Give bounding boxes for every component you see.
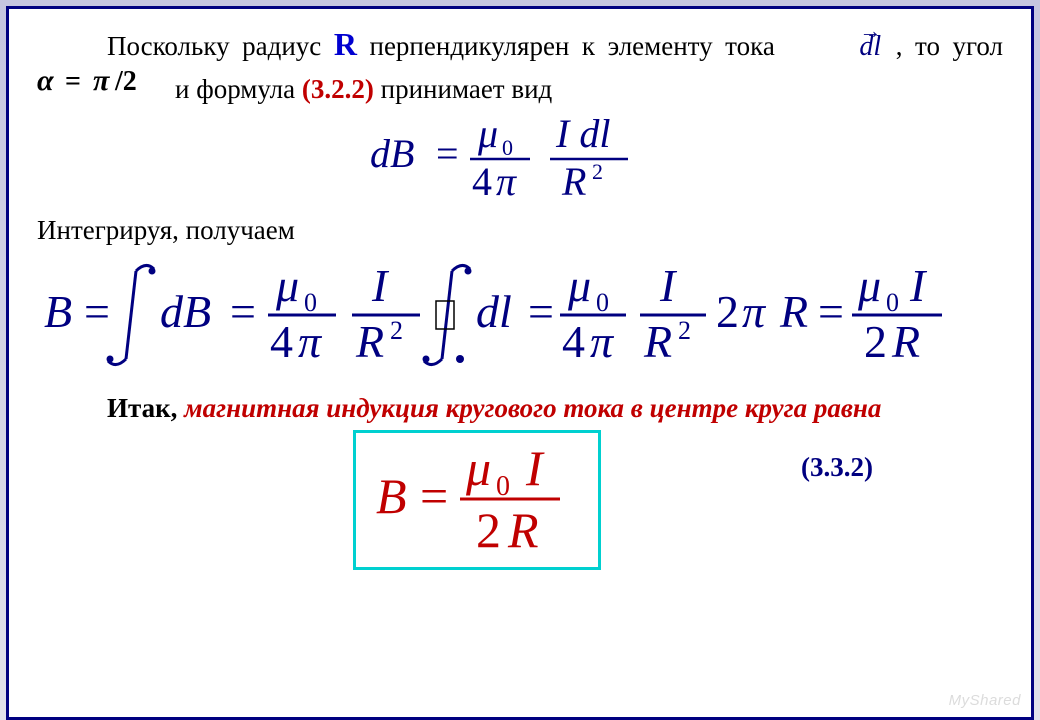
svg-text:B: B [44,286,72,337]
svg-text:μ: μ [567,260,591,311]
svg-text:I: I [659,260,678,311]
svg-text:B: B [376,468,407,524]
svg-text:/2: /2 [114,66,137,97]
svg-text:π: π [93,64,110,97]
svg-text:R: R [507,502,539,558]
formula-ref: (3.2.2) [302,74,374,104]
paragraph-3: Итак, магнитная индукция кругового тока … [37,390,1003,426]
svg-text:μ: μ [465,440,491,496]
svg-text:2: 2 [678,316,691,345]
p1-text-d: и формула [175,74,302,104]
p1-text-c: , то угол [896,31,1003,61]
paragraph-1: Поскольку радиус R перпендикулярен к эле… [37,23,1003,109]
svg-text:0: 0 [502,135,513,160]
svg-text:R: R [779,286,808,337]
svg-text:α: α [37,64,54,97]
svg-text:dl: dl [476,286,512,337]
symbol-R: R [334,26,357,62]
p3-text-b: магнитная индукция кругового тока в цент… [184,393,881,423]
svg-text:π: π [590,316,615,367]
svg-text:μ: μ [477,111,498,156]
svg-text:π: π [742,286,767,337]
p3-text-a: Итак, [107,393,184,423]
boxed-result: B = μ 0 I 2 R [353,430,601,570]
svg-text:dB: dB [160,286,211,337]
eq1-svg: dB = μ 0 4 π I dl R 2 [370,115,670,201]
p1-text-b: перпендикулярен к элементу тока [370,31,788,61]
svg-text:I: I [371,260,390,311]
svg-text:4: 4 [562,316,585,367]
svg-text:2: 2 [592,159,603,184]
svg-text:=: = [65,66,81,97]
svg-text:R: R [561,159,586,204]
svg-text:π: π [298,316,323,367]
svg-text:2: 2 [716,286,739,337]
svg-text:R: R [355,316,384,367]
slide: Поскольку радиус R перпендикулярен к эле… [6,6,1034,720]
svg-text:0: 0 [304,288,317,317]
paragraph-2: Интегрируя, получаем [37,212,1003,248]
svg-text:I: I [909,260,928,311]
symbol-dl: → dl [787,28,883,66]
p2-text: Интегрируя, получаем [37,215,295,245]
p1-text-e: принимает вид [381,74,553,104]
equation-2: B = dB = μ 0 4 π I [37,257,1003,382]
svg-text:I dl: I dl [555,111,610,156]
svg-text:=: = [420,468,448,524]
svg-text:R: R [643,316,672,367]
equation-number: (3.3.2) [801,452,873,483]
svg-text:0: 0 [496,471,510,502]
svg-text:4: 4 [472,159,492,204]
svg-text:2: 2 [390,316,403,345]
svg-text:I: I [525,440,545,496]
svg-text:=: = [528,286,554,337]
svg-text:π: π [496,159,517,204]
svg-text:dB: dB [370,131,414,176]
watermark: MyShared [949,692,1021,709]
p1-text-a: Поскольку радиус [107,31,334,61]
alpha-eq-svg: α = π /2 [37,68,167,98]
equation-1: dB = μ 0 4 π I dl R 2 [37,115,1003,206]
svg-text:μ: μ [857,260,881,311]
svg-text:0: 0 [886,288,899,317]
svg-text:=: = [230,286,256,337]
eq2-svg: B = dB = μ 0 4 π I [40,257,1000,377]
svg-text:μ: μ [275,260,299,311]
integral-1 [107,265,156,364]
oint [423,265,472,364]
svg-text:2: 2 [476,502,501,558]
eq3-svg: B = μ 0 I 2 R [362,437,592,563]
svg-text:2: 2 [864,316,887,367]
result-row: B = μ 0 I 2 R (3.3.2) [37,430,1003,580]
alpha-equation: α = π /2 [37,69,175,105]
svg-text:=: = [84,286,110,337]
window-chrome: Поскольку радиус R перпендикулярен к эле… [0,0,1040,720]
svg-text:=: = [436,131,459,176]
svg-text:4: 4 [270,316,293,367]
svg-text:R: R [891,316,920,367]
svg-text:=: = [818,286,844,337]
vector-arrow-icon: → [789,16,881,46]
svg-text:0: 0 [596,288,609,317]
